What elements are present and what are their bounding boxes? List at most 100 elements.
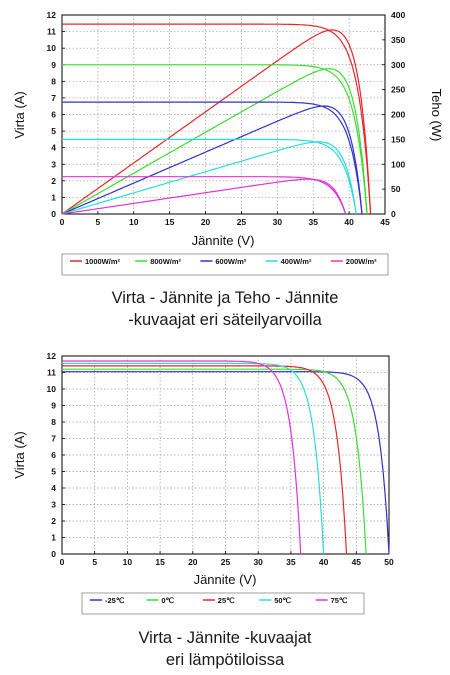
x-tick-label: 35 xyxy=(286,557,296,567)
y-tick-label: 12 xyxy=(47,10,57,20)
y2-tick-label: 400 xyxy=(391,10,405,20)
legend-label: 400W/m² xyxy=(281,257,312,266)
y-tick-label: 4 xyxy=(51,483,56,493)
iv-curve-1 xyxy=(62,23,372,215)
x-tick-label: 45 xyxy=(380,217,390,227)
y-tick-label: 2 xyxy=(51,176,56,186)
pv-curve-2 xyxy=(61,68,368,215)
x-tick-label: 20 xyxy=(201,217,211,227)
legend-label: -25℃ xyxy=(105,596,125,605)
x-tick-label: 15 xyxy=(165,217,175,227)
legend-label: 25℃ xyxy=(218,596,235,605)
x-tick-label: 50 xyxy=(384,557,394,567)
x-tick-label: 25 xyxy=(221,557,231,567)
legend-box-2 xyxy=(81,592,365,615)
y2-tick-label: 200 xyxy=(391,110,405,120)
caption-1-line-1: Virta - Jännite ja Teho - Jännite xyxy=(111,289,339,307)
y2-axis-label-1: Teho (W) xyxy=(429,89,444,142)
legend-label: 1000W/m² xyxy=(85,257,121,266)
x-tick-label: 40 xyxy=(344,217,354,227)
y-tick-label: 5 xyxy=(51,126,56,136)
y-tick-label: 7 xyxy=(51,434,56,444)
pv-curve-1 xyxy=(61,29,372,215)
y-tick-label: 0 xyxy=(51,549,56,559)
x-tick-label: 5 xyxy=(96,217,101,227)
pv-curve-5 xyxy=(61,178,347,215)
legend-label: 0℃ xyxy=(161,596,174,605)
x-tick-label: 10 xyxy=(129,217,139,227)
caption-1-line-2: -kuvaajat eri säteilyarvoilla xyxy=(128,311,322,329)
y-tick-label: 2 xyxy=(51,516,56,526)
y-tick-label: 9 xyxy=(51,60,56,70)
x-axis-label-2: Jännite (V) xyxy=(194,572,257,587)
legend-1: 1000W/m² 800W/m² 600W/m² 400W/m² 200W/m² xyxy=(70,257,377,266)
y-tick-label: 8 xyxy=(51,76,56,86)
grid-2 xyxy=(61,355,390,555)
pv-curve-3 xyxy=(61,105,363,215)
x-tick-label: 30 xyxy=(253,557,263,567)
x-tick-label: 30 xyxy=(273,217,283,227)
y-tick-label: 0 xyxy=(51,209,56,219)
legend-label: 600W/m² xyxy=(215,257,246,266)
series-group-2 xyxy=(62,360,390,555)
y-tick-label: 10 xyxy=(47,384,57,394)
iv-curve-2 xyxy=(62,64,368,215)
legend-box-1 xyxy=(61,253,389,276)
pv-curve-4 xyxy=(61,141,357,215)
iv-curve-3 xyxy=(62,365,348,555)
x-tick-label: 0 xyxy=(60,217,65,227)
x-tick-label: 0 xyxy=(60,557,65,567)
caption-2-line-2: eri lämpötiloissa xyxy=(165,651,285,669)
iv-curve-1 xyxy=(62,371,390,555)
y2-tick-label: 50 xyxy=(391,184,401,194)
y2-tick-label: 150 xyxy=(391,134,405,144)
y-tick-label: 3 xyxy=(51,500,56,510)
x-tick-label: 25 xyxy=(237,217,247,227)
legend-label: 75℃ xyxy=(331,596,348,605)
chart-irradiance: 0 5 10 15 20 25 30 35 40 450123456789101112050100… xyxy=(12,10,444,276)
y-tick-label: 12 xyxy=(47,351,57,361)
legend-label: 200W/m² xyxy=(346,257,377,266)
y-axis-label-2: Virta (A) xyxy=(12,431,27,478)
iv-curve-4 xyxy=(62,138,357,215)
iv-curve-4 xyxy=(62,362,325,555)
x-tick-label: 20 xyxy=(188,557,198,567)
y2-tick-label: 100 xyxy=(391,159,405,169)
y-axis-label-1: Virta (A) xyxy=(12,91,27,138)
y-tick-label: 11 xyxy=(47,368,56,378)
iv-curve-5 xyxy=(62,360,302,555)
iv-curve-5 xyxy=(62,176,347,215)
x-tick-label: 45 xyxy=(352,557,362,567)
y-tick-label: 1 xyxy=(51,192,56,202)
iv-curve-2 xyxy=(62,368,367,555)
x-tick-label: 15 xyxy=(155,557,165,567)
caption-2-line-1: Virta - Jännite -kuvaajat xyxy=(138,629,312,647)
y-tick-label: 10 xyxy=(47,43,57,53)
y-tick-label: 3 xyxy=(51,159,56,169)
series-group-1 xyxy=(61,23,372,215)
y2-tick-label: 250 xyxy=(391,85,405,95)
y-tick-label: 5 xyxy=(51,467,56,477)
iv-curve-3 xyxy=(62,101,363,215)
legend-label: 800W/m² xyxy=(150,257,181,266)
y-tick-label: 4 xyxy=(51,143,56,153)
x-tick-label: 10 xyxy=(123,557,133,567)
legend-2: -25℃ 0℃ 25℃ 50℃ 75℃ xyxy=(90,596,348,605)
y-tick-label: 8 xyxy=(51,417,56,427)
y-tick-label: 1 xyxy=(51,533,56,543)
x-axis-label-1: Jännite (V) xyxy=(192,233,255,248)
y-tick-label: 9 xyxy=(51,401,56,411)
y-tick-label: 6 xyxy=(51,450,56,460)
y-tick-label: 7 xyxy=(51,93,56,103)
y2-tick-label: 0 xyxy=(391,209,396,219)
legend-label: 50℃ xyxy=(274,596,291,605)
x-tick-label: 35 xyxy=(308,217,318,227)
y2-tick-label: 300 xyxy=(391,60,405,70)
y-tick-label: 11 xyxy=(47,27,56,37)
tick-labels-1: 0 5 10 15 20 25 30 35 40 450123456789101112050100… xyxy=(47,10,406,227)
x-tick-label: 40 xyxy=(319,557,329,567)
y2-tick-label: 350 xyxy=(391,35,405,45)
x-tick-label: 5 xyxy=(92,557,97,567)
